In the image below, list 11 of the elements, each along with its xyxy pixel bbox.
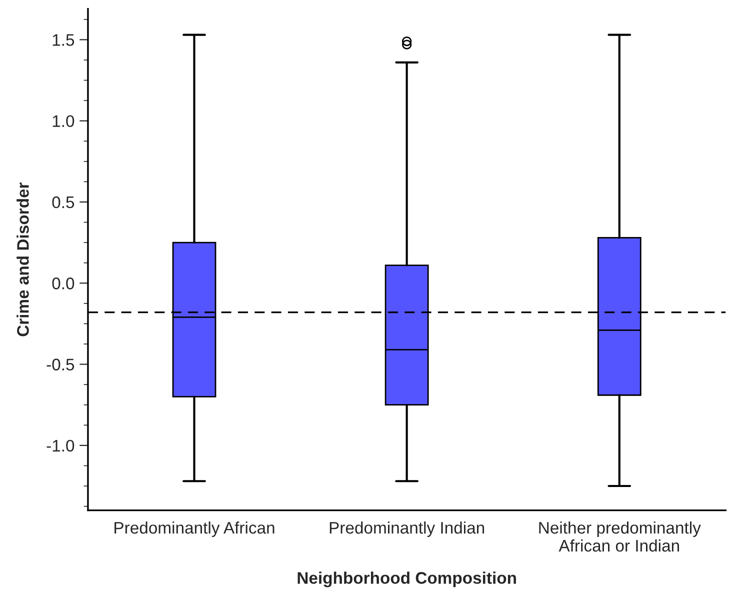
x-axis-title: Neighborhood Composition [298,572,516,588]
y-tick-label: 1.0 [52,115,74,128]
y-tick-label: 0.5 [52,196,74,208]
x-tick-label: Predominantly Indian [330,521,484,537]
y-axis-title: Crime and Disorder [16,182,29,336]
x-tick-label: Predominantly African [114,521,274,537]
y-tick-label: -0.5 [46,358,74,370]
y-tick-label: 0.0 [52,278,74,290]
y-tick-label: -1.0 [46,440,74,452]
y-tick-label: 1.5 [52,34,74,46]
x-tick-label: Neither predominantly African or Indian [539,521,701,552]
